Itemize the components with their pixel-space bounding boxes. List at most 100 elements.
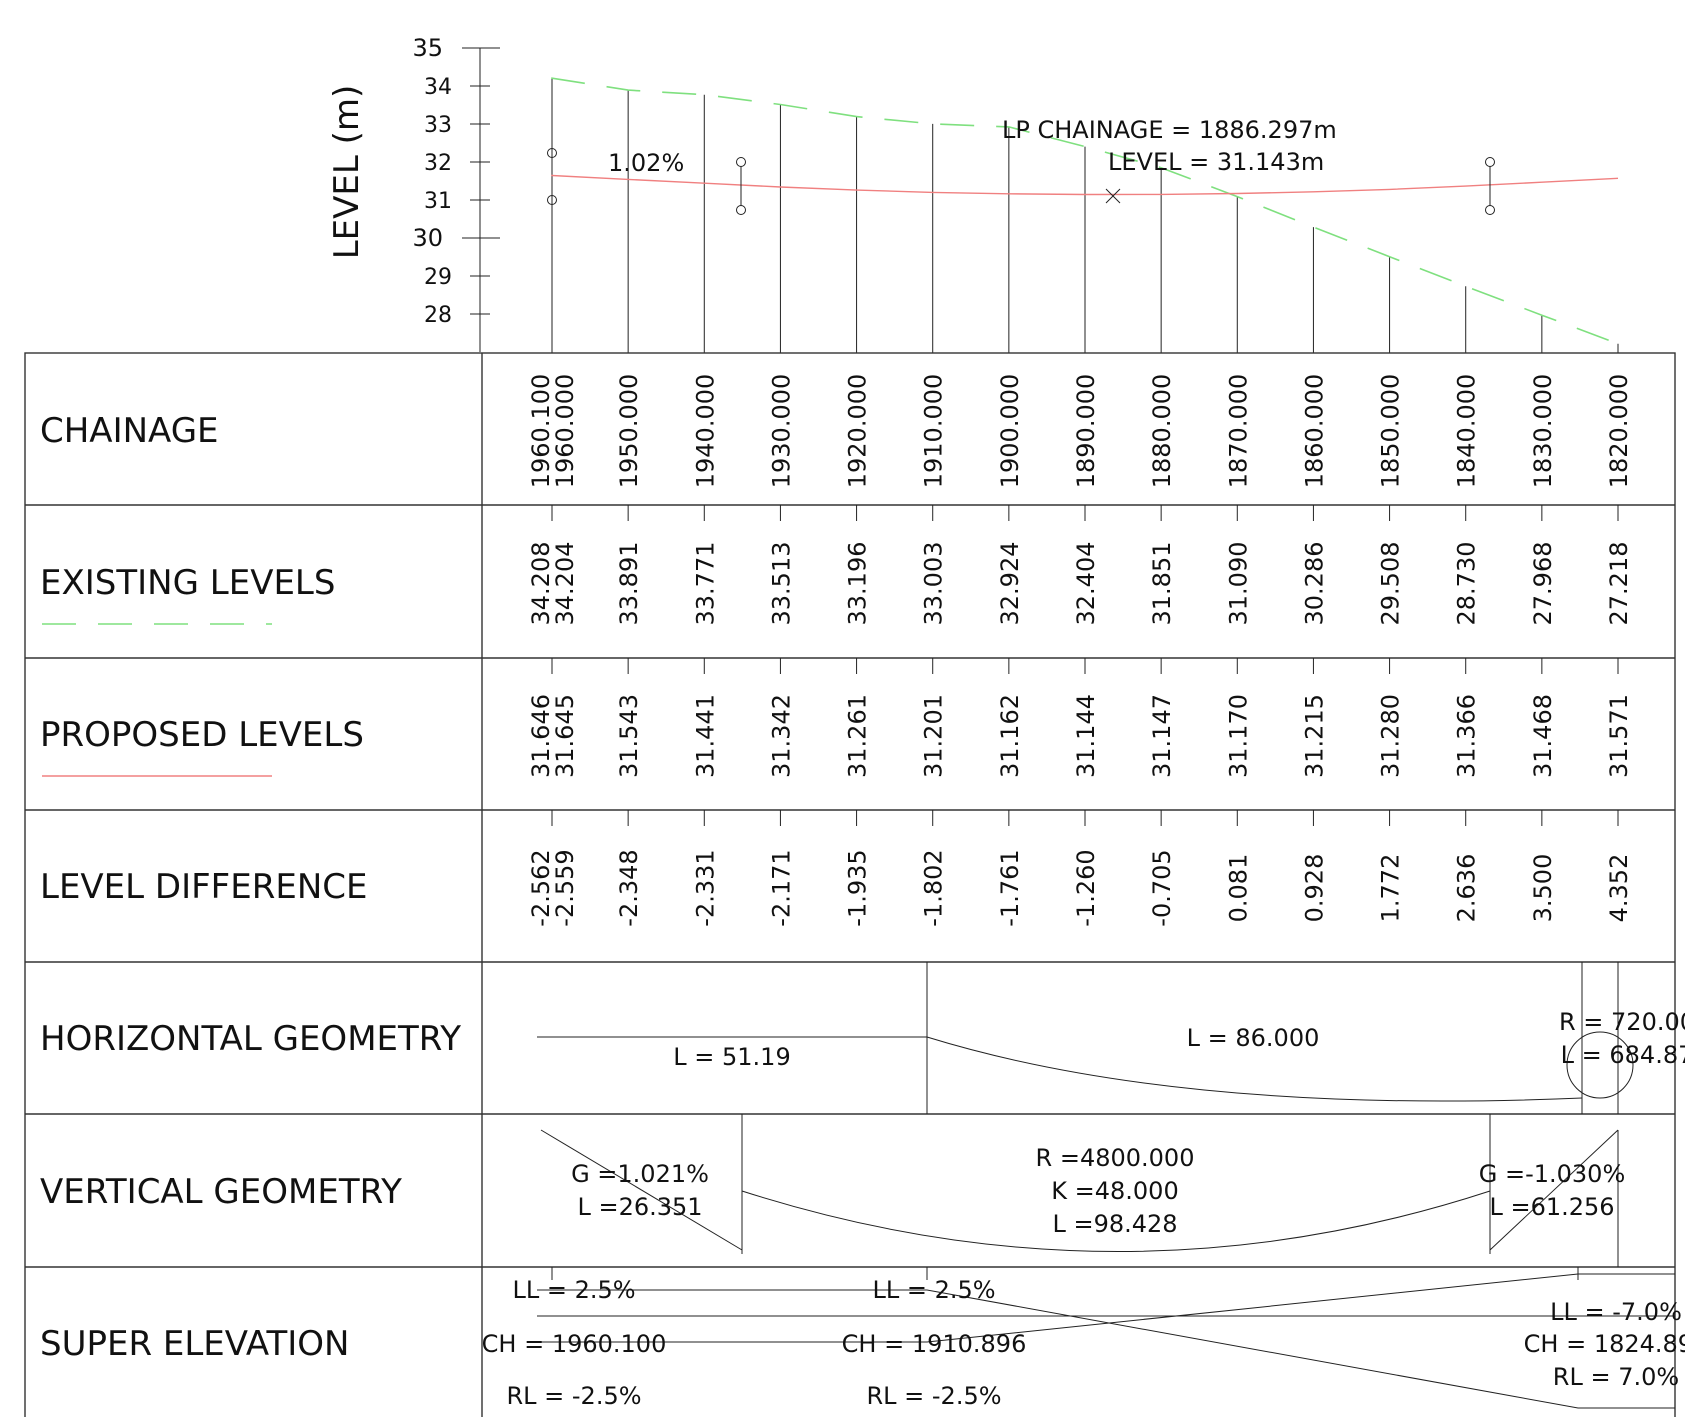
ip-marker-vc-end — [1485, 157, 1495, 215]
level-difference-value: -1.935 — [844, 849, 872, 926]
level-difference-value: -2.559 — [551, 849, 579, 926]
proposed-level-value: 31.201 — [920, 694, 948, 778]
chainage-value: 1850.000 — [1377, 374, 1405, 489]
level-difference-value: -2.562 — [527, 849, 555, 926]
se-a-ll: LL = 2.5% — [512, 1276, 635, 1304]
proposed-level-value: 31.261 — [844, 694, 872, 778]
level-axis-tick-label: 33 — [424, 113, 452, 138]
level-axis-tick-label: 31 — [424, 189, 452, 214]
level-axis-tick-label: 35 — [412, 34, 443, 62]
ip-marker-circle — [736, 157, 746, 167]
proposed-level-value: 31.170 — [1224, 694, 1252, 778]
ip-marker-circle — [1485, 205, 1495, 215]
chainage-value: 1920.000 — [844, 374, 872, 489]
station-lines — [551, 78, 1619, 353]
vertical-l1-label: L =26.351 — [577, 1193, 702, 1221]
ip-marker-circle — [736, 205, 746, 215]
level-axis-tick-label: 32 — [424, 151, 452, 176]
chainage-value: 1890.000 — [1072, 374, 1100, 489]
level-difference-value: 2.636 — [1453, 854, 1481, 923]
curve-line — [926, 1036, 1583, 1102]
existing-level-value: 27.968 — [1529, 542, 1557, 626]
level-axis-tick-label: 28 — [424, 303, 452, 328]
horizontal-l2-label: L = 86.000 — [1187, 1024, 1320, 1052]
row-labels: CHAINAGE EXISTING LEVELS PROPOSED LEVELS… — [40, 411, 461, 1364]
proposed-level-value: 31.441 — [691, 694, 719, 778]
level-difference-value: 0.081 — [1224, 854, 1252, 923]
row-label-vertical-geometry: VERTICAL GEOMETRY — [40, 1172, 402, 1212]
ip-marker-start — [547, 148, 557, 205]
level-difference-value: -2.171 — [767, 849, 795, 926]
proposed-level-value: 31.162 — [996, 694, 1024, 778]
ip-marker-circle — [1485, 157, 1495, 167]
vertical-r2-label: R =4800.000 — [1036, 1144, 1195, 1172]
existing-level-value: 30.286 — [1300, 542, 1328, 626]
existing-level-value: 34.204 — [551, 542, 579, 626]
level-difference-value: -2.331 — [691, 849, 719, 926]
chainage-value: 1950.000 — [615, 374, 643, 489]
level-difference-value: 3.500 — [1529, 854, 1557, 923]
existing-level-value: 32.404 — [1072, 542, 1100, 626]
se-a-ch: CH = 1960.100 — [482, 1330, 667, 1358]
chainage-value: 1870.000 — [1224, 374, 1252, 489]
left-lane-line — [537, 1289, 1675, 1409]
row-label-horizontal-geometry: HORIZONTAL GEOMETRY — [40, 1019, 461, 1059]
se-c-rl: RL = 7.0% — [1553, 1363, 1679, 1391]
existing-level-value: 29.508 — [1377, 542, 1405, 626]
vertical-l3-label: L =61.256 — [1489, 1193, 1614, 1221]
profile-plot: 1.02% LP CHAINAGE = 1886.297m LEVEL = 31… — [547, 77, 1619, 353]
proposed-level-value: 31.571 — [1605, 694, 1633, 778]
level-difference-value: 4.352 — [1605, 854, 1633, 923]
vertical-g1-label: G =1.021% — [571, 1160, 709, 1188]
chainage-value: 1940.000 — [691, 374, 719, 489]
vertical-k2-label: K =48.000 — [1051, 1177, 1178, 1205]
level-difference-value: -1.802 — [920, 849, 948, 926]
proposed-level-value: 31.144 — [1072, 694, 1100, 778]
level-axis-ticks: 35 34 33 32 31 30 29 28 — [412, 34, 500, 328]
proposed-level-value: 31.366 — [1453, 694, 1481, 778]
se-b-ll: LL = 2.5% — [872, 1276, 995, 1304]
existing-level-value: 33.003 — [920, 542, 948, 626]
se-c-ch: CH = 1824.896 — [1524, 1330, 1685, 1358]
grade-line — [1489, 1129, 1619, 1251]
vertical-geometry-band: G =1.021% L =26.351 R =4800.000 K =48.00… — [540, 1114, 1625, 1267]
proposed-level-value: 31.215 — [1300, 694, 1328, 778]
proposed-level-value: 31.147 — [1148, 694, 1176, 778]
horizontal-l3-label: L = 684.87 — [1561, 1041, 1685, 1069]
row-label-existing-levels: EXISTING LEVELS — [40, 563, 335, 603]
proposed-level-value: 31.646 — [527, 694, 555, 778]
chainage-value: 1820.000 — [1605, 374, 1633, 489]
vertical-curve — [741, 1190, 1491, 1252]
grade-line — [540, 1129, 743, 1251]
existing-level-value: 33.196 — [844, 542, 872, 626]
level-difference-value: -1.260 — [1072, 849, 1100, 926]
horizontal-l1-label: L = 51.19 — [673, 1043, 790, 1071]
level-axis-tick-label: 29 — [424, 265, 452, 290]
level-difference-value: -1.761 — [996, 849, 1024, 926]
chainage-value: 1840.000 — [1453, 374, 1481, 489]
existing-level-value: 27.218 — [1605, 542, 1633, 626]
level-axis-title: LEVEL (m) — [327, 85, 367, 260]
existing-level-value: 34.208 — [527, 542, 555, 626]
proposed-level-value: 31.342 — [767, 694, 795, 778]
proposed-level-value: 31.645 — [551, 694, 579, 778]
low-point-cross-icon — [1105, 188, 1121, 204]
level-difference-value: 1.772 — [1377, 854, 1405, 923]
chainage-value: 1860.000 — [1300, 374, 1328, 489]
ip-marker-circle — [547, 148, 557, 158]
level-axis-tick-label: 34 — [424, 75, 452, 100]
existing-level-value: 33.513 — [767, 542, 795, 626]
lp-level-label: LEVEL = 31.143m — [1108, 148, 1324, 176]
existing-level-value: 28.730 — [1453, 542, 1481, 626]
chainage-value: 1900.000 — [996, 374, 1024, 489]
chainage-value: 1830.000 — [1529, 374, 1557, 489]
se-b-rl: RL = -2.5% — [866, 1382, 1001, 1410]
existing-level-value: 33.891 — [615, 542, 643, 626]
row-label-chainage: CHAINAGE — [40, 411, 219, 451]
chainage-value: 1960.000 — [551, 374, 579, 489]
grade-label: 1.02% — [608, 149, 684, 177]
level-axis-tick-label: 30 — [412, 224, 443, 252]
